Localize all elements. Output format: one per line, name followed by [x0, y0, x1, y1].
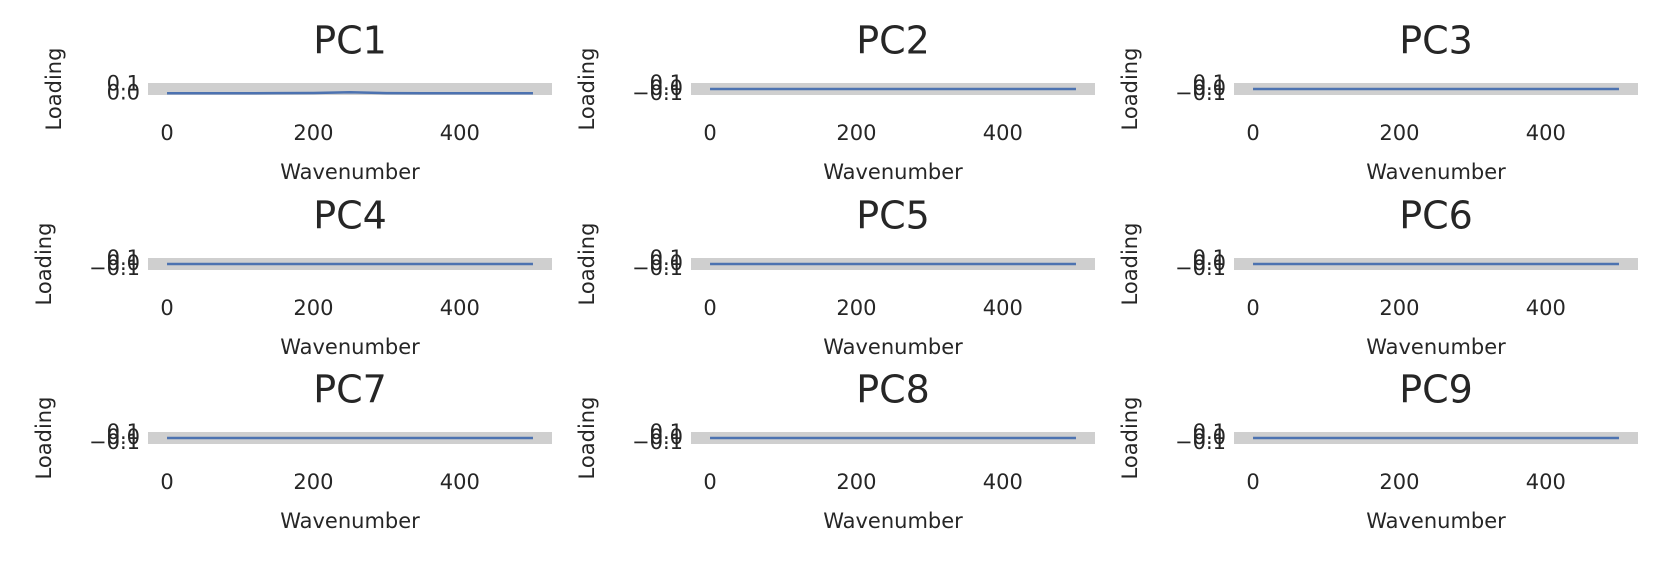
y-tick-label: −0.1	[89, 430, 140, 454]
x-tick-label: 400	[1526, 121, 1566, 145]
y-tick-label: 0.1	[650, 246, 683, 270]
y-axis-label: Loading	[575, 223, 599, 306]
y-axis-label: Loading	[32, 397, 56, 480]
x-tick-label: 400	[440, 470, 480, 494]
y-axis-label: Loading	[1118, 48, 1142, 131]
subplot-title: PC2	[856, 19, 930, 63]
y-tick-label: −0.1	[1175, 81, 1226, 105]
x-axis-label: Wavenumber	[1366, 335, 1506, 359]
y-tick-label: 0.1	[107, 420, 140, 444]
x-tick-label: 0	[703, 296, 716, 320]
x-tick-label: 400	[1526, 470, 1566, 494]
line	[167, 91, 533, 95]
y-tick-label: 0.0	[107, 80, 140, 104]
x-tick-label: 400	[983, 121, 1023, 145]
subplot-title: PC5	[856, 194, 930, 238]
y-tick-label: 0.1	[107, 72, 140, 96]
y-axis-label: Loading	[1118, 223, 1142, 306]
x-tick-label: 200	[293, 470, 333, 494]
subplot-title: PC7	[313, 368, 387, 412]
x-tick-label: 0	[160, 121, 173, 145]
y-tick-label: 0.0	[1193, 251, 1226, 275]
x-tick-label: 400	[983, 296, 1023, 320]
x-tick-label: 0	[160, 470, 173, 494]
y-tick-label: 0.1	[1193, 246, 1226, 270]
y-tick-label: 0.0	[650, 76, 683, 100]
x-tick-label: 0	[160, 296, 173, 320]
x-tick-label: 200	[1379, 121, 1419, 145]
x-axis-label: Wavenumber	[1366, 509, 1506, 533]
subplot-title: PC6	[1399, 194, 1473, 238]
y-axis-label: Loading	[42, 48, 66, 131]
x-tick-label: 0	[1246, 470, 1259, 494]
y-tick-label: −0.1	[632, 430, 683, 454]
y-tick-label: −0.1	[632, 256, 683, 280]
x-axis-label: Wavenumber	[1366, 160, 1506, 184]
subplot-title: PC9	[1399, 368, 1473, 412]
y-tick-label: 0.1	[107, 246, 140, 270]
x-axis-label: Wavenumber	[280, 160, 420, 184]
subplot-title: PC4	[313, 194, 387, 238]
subplot-title: PC3	[1399, 19, 1473, 63]
x-tick-label: 200	[1379, 470, 1419, 494]
y-axis-label: Loading	[575, 48, 599, 131]
x-axis-label: Wavenumber	[823, 509, 963, 533]
subplot-title: PC8	[856, 368, 930, 412]
y-axis-label: Loading	[1118, 397, 1142, 480]
y-tick-label: 0.1	[1193, 420, 1226, 444]
x-tick-label: 0	[703, 470, 716, 494]
x-tick-label: 200	[293, 296, 333, 320]
x-tick-label: 200	[293, 121, 333, 145]
x-tick-label: 0	[703, 121, 716, 145]
x-tick-label: 0	[1246, 121, 1259, 145]
y-tick-label: −0.1	[1175, 256, 1226, 280]
x-axis-label: Wavenumber	[823, 160, 963, 184]
x-tick-label: 400	[440, 121, 480, 145]
y-tick-label: 0.0	[107, 425, 140, 449]
x-tick-label: 400	[440, 296, 480, 320]
y-tick-label: −0.1	[632, 81, 683, 105]
x-axis-label: Wavenumber	[280, 509, 420, 533]
x-tick-label: 0	[1246, 296, 1259, 320]
y-tick-label: −0.1	[1175, 430, 1226, 454]
y-tick-label: 0.0	[107, 251, 140, 275]
y-tick-label: 0.0	[1193, 425, 1226, 449]
x-axis-label: Wavenumber	[823, 335, 963, 359]
y-tick-label: 0.1	[1193, 71, 1226, 95]
subplot-title: PC1	[313, 19, 387, 63]
x-axis-label: Wavenumber	[280, 335, 420, 359]
x-tick-label: 200	[836, 296, 876, 320]
x-tick-label: 200	[836, 121, 876, 145]
x-tick-label: 400	[1526, 296, 1566, 320]
y-tick-label: 0.0	[1193, 76, 1226, 100]
y-axis-label: Loading	[575, 397, 599, 480]
y-tick-label: 0.0	[650, 251, 683, 275]
y-tick-label: −0.1	[89, 256, 140, 280]
x-tick-label: 200	[1379, 296, 1419, 320]
y-axis-label: Loading	[32, 223, 56, 306]
y-tick-label: 0.1	[650, 71, 683, 95]
y-tick-label: 0.0	[650, 425, 683, 449]
x-tick-label: 400	[983, 470, 1023, 494]
y-tick-label: 0.1	[650, 420, 683, 444]
x-tick-label: 200	[836, 470, 876, 494]
